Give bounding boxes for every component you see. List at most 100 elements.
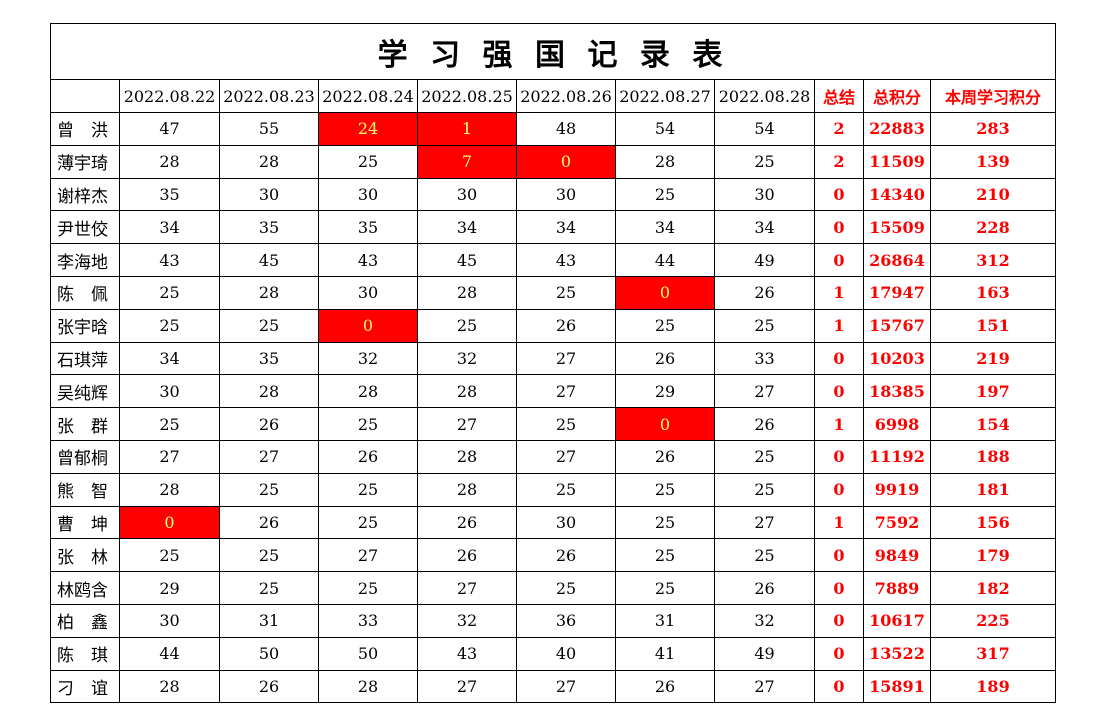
score-cell: 30 xyxy=(516,505,616,540)
name-cell: 曹 坤 xyxy=(50,505,120,540)
data-row: 陈 佩 25 28 30 28 25 0 26 1 17947 163 xyxy=(50,275,1057,310)
score-cell: 27 xyxy=(714,374,815,409)
total-cell: 15767 xyxy=(863,308,931,343)
summary-cell: 0 xyxy=(814,571,864,605)
name-cell: 张 群 xyxy=(50,407,120,441)
data-row: 张 群 25 26 25 27 25 0 26 1 6998 154 xyxy=(50,407,1057,441)
summary-cell: 0 xyxy=(814,243,864,277)
score-cell: 28 xyxy=(318,669,418,704)
week-cell: 312 xyxy=(929,243,1057,277)
data-row: 熊 智 28 25 25 28 25 25 25 0 9919 181 xyxy=(50,472,1057,507)
header-cell: 2022.08.26 xyxy=(516,79,616,113)
score-cell: 32 xyxy=(318,341,418,376)
score-cell: 54 xyxy=(714,112,815,146)
week-cell: 210 xyxy=(929,177,1057,212)
score-cell: 28 xyxy=(119,669,220,704)
summary-cell: 0 xyxy=(814,439,864,474)
score-cell: 28 xyxy=(615,144,715,179)
score-cell: 26 xyxy=(714,407,815,441)
score-cell: 0 xyxy=(119,505,220,540)
score-cell: 30 xyxy=(714,177,815,212)
week-cell: 283 xyxy=(929,112,1057,146)
data-row: 张 林 25 25 27 26 26 25 25 0 9849 179 xyxy=(50,538,1057,573)
score-cell: 31 xyxy=(219,603,319,638)
score-cell: 28 xyxy=(318,374,418,409)
score-cell: 27 xyxy=(219,439,319,474)
week-cell: 197 xyxy=(929,374,1057,409)
summary-cell: 0 xyxy=(814,210,864,245)
score-cell: 25 xyxy=(516,275,616,310)
score-cell: 28 xyxy=(219,374,319,409)
score-cell: 1 xyxy=(417,112,517,146)
score-cell: 25 xyxy=(318,407,418,441)
score-cell: 25 xyxy=(714,308,815,343)
score-cell: 27 xyxy=(417,669,517,704)
summary-cell: 0 xyxy=(814,177,864,212)
score-cell: 26 xyxy=(219,669,319,704)
score-cell: 30 xyxy=(417,177,517,212)
score-cell: 27 xyxy=(417,571,517,605)
summary-cell: 0 xyxy=(814,374,864,409)
week-cell: 225 xyxy=(929,603,1057,638)
score-cell: 54 xyxy=(615,112,715,146)
score-cell: 44 xyxy=(615,243,715,277)
score-cell: 25 xyxy=(119,275,220,310)
score-cell: 34 xyxy=(516,210,616,245)
header-cell: 2022.08.27 xyxy=(615,79,715,113)
score-cell: 28 xyxy=(119,472,220,507)
week-cell: 139 xyxy=(929,144,1057,179)
score-cell: 27 xyxy=(714,669,815,704)
name-cell: 谢梓杰 xyxy=(50,177,120,212)
score-cell: 28 xyxy=(219,144,319,179)
score-cell: 43 xyxy=(318,243,418,277)
summary-cell: 1 xyxy=(814,505,864,540)
name-cell: 张宇晗 xyxy=(50,308,120,343)
score-cell: 55 xyxy=(219,112,319,146)
score-cell: 0 xyxy=(318,308,418,343)
score-cell: 34 xyxy=(615,210,715,245)
summary-cell: 1 xyxy=(814,275,864,310)
score-cell: 25 xyxy=(714,144,815,179)
score-cell: 28 xyxy=(219,275,319,310)
data-row: 尹世佼 34 35 35 34 34 34 34 0 15509 228 xyxy=(50,210,1057,245)
name-cell: 尹世佼 xyxy=(50,210,120,245)
data-row: 谢梓杰 35 30 30 30 30 25 30 0 14340 210 xyxy=(50,177,1057,212)
data-row: 林鸥含 29 25 25 27 25 25 26 0 7889 182 xyxy=(50,571,1057,605)
score-cell: 45 xyxy=(219,243,319,277)
week-cell: 219 xyxy=(929,341,1057,376)
score-cell: 25 xyxy=(615,505,715,540)
week-cell: 181 xyxy=(929,472,1057,507)
summary-cell: 0 xyxy=(814,636,864,671)
total-cell: 10203 xyxy=(863,341,931,376)
score-cell: 32 xyxy=(417,341,517,376)
score-cell: 25 xyxy=(615,571,715,605)
score-cell: 25 xyxy=(516,472,616,507)
score-cell: 27 xyxy=(119,439,220,474)
total-cell: 9919 xyxy=(863,472,931,507)
score-cell: 30 xyxy=(119,603,220,638)
week-cell: 156 xyxy=(929,505,1057,540)
score-cell: 26 xyxy=(516,308,616,343)
score-cell: 26 xyxy=(714,571,815,605)
score-cell: 25 xyxy=(219,472,319,507)
data-row: 刁 谊 28 26 28 27 27 26 27 0 15891 189 xyxy=(50,669,1057,704)
score-cell: 25 xyxy=(318,144,418,179)
score-cell: 26 xyxy=(714,275,815,310)
score-cell: 34 xyxy=(119,210,220,245)
header-cell: 2022.08.25 xyxy=(417,79,517,113)
score-cell: 41 xyxy=(615,636,715,671)
score-cell: 25 xyxy=(516,571,616,605)
score-cell: 25 xyxy=(417,308,517,343)
score-cell: 25 xyxy=(714,439,815,474)
score-cell: 26 xyxy=(615,439,715,474)
score-cell: 25 xyxy=(219,538,319,573)
score-cell: 28 xyxy=(417,472,517,507)
header-cell: 总结 xyxy=(814,79,864,113)
data-row: 柏 鑫 30 31 33 32 36 31 32 0 10617 225 xyxy=(50,603,1057,638)
score-cell: 43 xyxy=(417,636,517,671)
data-row: 石琪萍 34 35 32 32 27 26 33 0 10203 219 xyxy=(50,341,1057,376)
score-cell: 25 xyxy=(119,407,220,441)
total-cell: 13522 xyxy=(863,636,931,671)
score-cell: 26 xyxy=(417,538,517,573)
score-cell: 24 xyxy=(318,112,418,146)
